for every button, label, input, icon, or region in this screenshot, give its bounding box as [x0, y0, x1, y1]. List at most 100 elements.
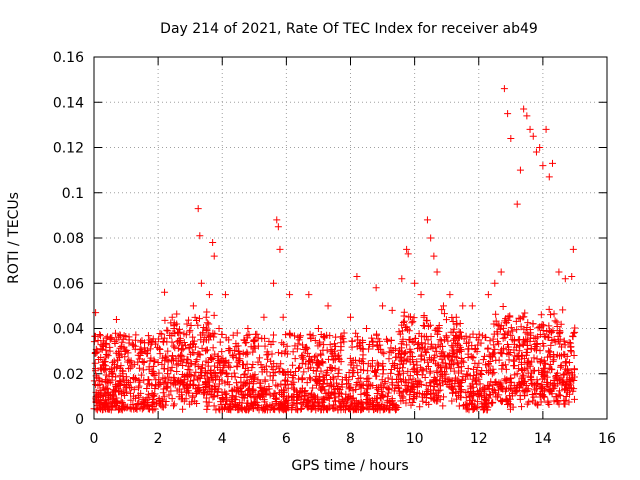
data-point	[237, 388, 245, 396]
data-point	[270, 331, 278, 339]
data-point	[550, 336, 558, 344]
data-point	[441, 353, 449, 361]
data-point	[488, 353, 496, 361]
data-point	[354, 405, 362, 413]
data-point	[133, 400, 141, 408]
data-point	[373, 389, 381, 397]
data-point	[203, 346, 211, 354]
data-point	[296, 387, 304, 395]
data-point	[141, 344, 149, 352]
data-point	[524, 385, 532, 393]
data-point	[406, 387, 414, 395]
data-point	[282, 405, 290, 413]
data-point	[146, 357, 154, 365]
x-tick-labels: 0 2 4 6 8 10 12 14 16	[90, 431, 616, 447]
data-point	[292, 367, 300, 375]
data-point	[406, 345, 414, 353]
data-point	[536, 347, 544, 355]
data-point	[231, 347, 239, 355]
data-point	[419, 397, 427, 405]
data-point	[243, 334, 251, 342]
data-point	[226, 363, 234, 371]
data-point	[265, 385, 273, 393]
data-point	[172, 355, 180, 363]
data-point	[500, 344, 508, 352]
data-point	[417, 291, 425, 299]
data-point	[442, 316, 450, 324]
data-point	[99, 337, 107, 345]
data-point	[197, 279, 205, 287]
data-point	[297, 332, 305, 340]
data-point	[282, 381, 290, 389]
data-point	[475, 336, 483, 344]
data-point	[555, 268, 563, 276]
data-point	[481, 401, 489, 409]
data-point	[188, 348, 196, 356]
data-point	[305, 291, 313, 299]
data-point	[440, 310, 448, 318]
data-point	[569, 245, 577, 253]
data-point	[503, 376, 511, 384]
data-point	[397, 397, 405, 405]
data-point	[316, 338, 324, 346]
data-point	[570, 329, 578, 337]
data-point	[126, 383, 134, 391]
data-point	[544, 397, 552, 405]
data-point	[295, 336, 303, 344]
data-point	[162, 378, 170, 386]
data-point	[197, 369, 205, 377]
data-point	[537, 311, 545, 319]
data-point	[173, 387, 181, 395]
data-point	[247, 343, 255, 351]
data-point	[480, 384, 488, 392]
data-point	[469, 388, 477, 396]
data-point	[547, 341, 555, 349]
data-point	[399, 369, 407, 377]
data-point	[427, 234, 435, 242]
data-point	[568, 272, 576, 280]
data-point	[125, 365, 133, 373]
data-point	[474, 341, 482, 349]
data-point	[289, 401, 297, 409]
data-point	[455, 345, 463, 353]
data-point	[262, 389, 270, 397]
data-point	[559, 306, 567, 314]
data-point	[340, 338, 348, 346]
data-point	[348, 337, 356, 345]
data-point	[547, 365, 555, 373]
data-point	[451, 380, 459, 388]
data-point	[459, 373, 467, 381]
data-point	[229, 331, 237, 339]
data-point	[505, 400, 513, 408]
data-point	[477, 370, 485, 378]
data-point	[473, 368, 481, 376]
data-point	[556, 352, 564, 360]
data-point	[527, 376, 535, 384]
data-point	[154, 358, 162, 366]
data-point	[430, 378, 438, 386]
data-point	[234, 347, 242, 355]
data-point	[385, 355, 393, 363]
data-point	[464, 365, 472, 373]
data-point	[524, 319, 532, 327]
x-tick-label: 10	[406, 431, 424, 447]
data-point	[203, 327, 211, 335]
data-point	[107, 406, 115, 414]
data-point	[132, 405, 140, 413]
data-point	[126, 389, 134, 397]
x-tick-label: 12	[470, 431, 488, 447]
data-point	[116, 405, 124, 413]
data-point	[210, 311, 218, 319]
data-point	[208, 373, 216, 381]
data-point	[143, 402, 151, 410]
data-point	[121, 380, 129, 388]
data-point	[412, 393, 420, 401]
data-point	[136, 404, 144, 412]
data-point	[156, 329, 164, 337]
data-point	[175, 325, 183, 333]
data-point	[561, 351, 569, 359]
data-point	[388, 399, 396, 407]
data-point	[414, 345, 422, 353]
data-point	[387, 369, 395, 377]
